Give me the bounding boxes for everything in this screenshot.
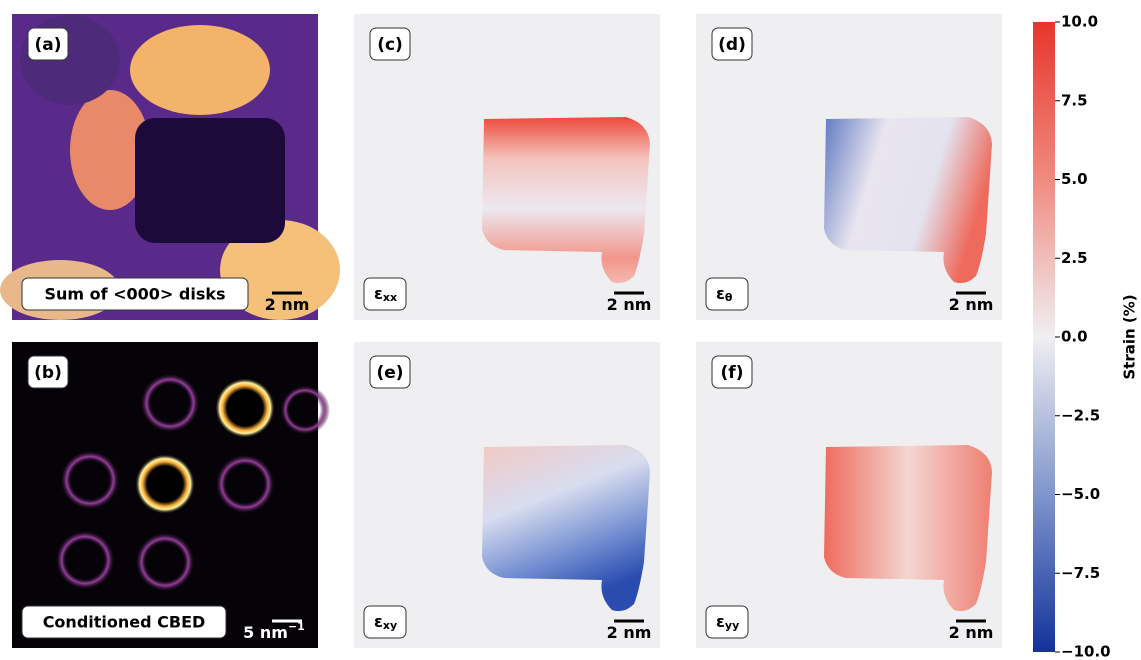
panel-label: (f) [721,363,744,383]
scale-text: 2 nm [265,295,310,314]
caption: Sum of <000> disks [44,285,225,304]
caption: Conditioned CBED [43,613,206,632]
colorbar-tick-label: 0.0 [1061,328,1088,346]
scale-bar-label: 2 nm [949,623,994,642]
colorbar-tick-label: 10.0 [1061,13,1098,31]
scale-text: 2 nm [949,295,994,314]
panel-label: (c) [377,35,403,55]
symbol: ε [716,612,725,631]
colorbar-tick-label: 2.5 [1061,249,1088,267]
scale-power: −1 [288,620,305,633]
scale-bar-label: 2 nm [607,623,652,642]
scale-bar-label: 2 nm [265,295,310,314]
colorbar-tick-label: −10.0 [1061,643,1111,660]
symbol: ε [374,284,383,303]
colorbar-tick-label: 7.5 [1061,91,1088,109]
subscript: θ [725,291,733,304]
symbol: ε [716,284,725,303]
scale-text: 2 nm [607,295,652,314]
colorbar-label: Strain (%) [1121,294,1139,379]
scale-text: 2 nm [949,623,994,642]
scale-bar-label: 2 nm [949,295,994,314]
scale-bar-label: 2 nm [607,295,652,314]
panel-label: (a) [34,35,61,55]
colorbar-tick-label: −2.5 [1061,406,1100,424]
subscript: yy [725,619,739,632]
scale-text: 5 nm [243,623,288,642]
colorbar-tick-label: −5.0 [1061,485,1100,503]
scale-text: 2 nm [607,623,652,642]
colorbar [1033,22,1055,652]
subscript: xy [383,619,397,632]
figure: Strain (%) (a) Sum of <000> disks 2 nm (b) C… [0,0,1141,660]
symbol: ε [374,612,383,631]
panel-label: (e) [376,363,403,383]
colorbar-tick-label: 5.0 [1061,170,1088,188]
subscript: xx [383,291,397,304]
panel-label: (b) [34,363,62,383]
panel-label: (d) [718,35,746,55]
colorbar-tick-label: −7.5 [1061,564,1100,582]
